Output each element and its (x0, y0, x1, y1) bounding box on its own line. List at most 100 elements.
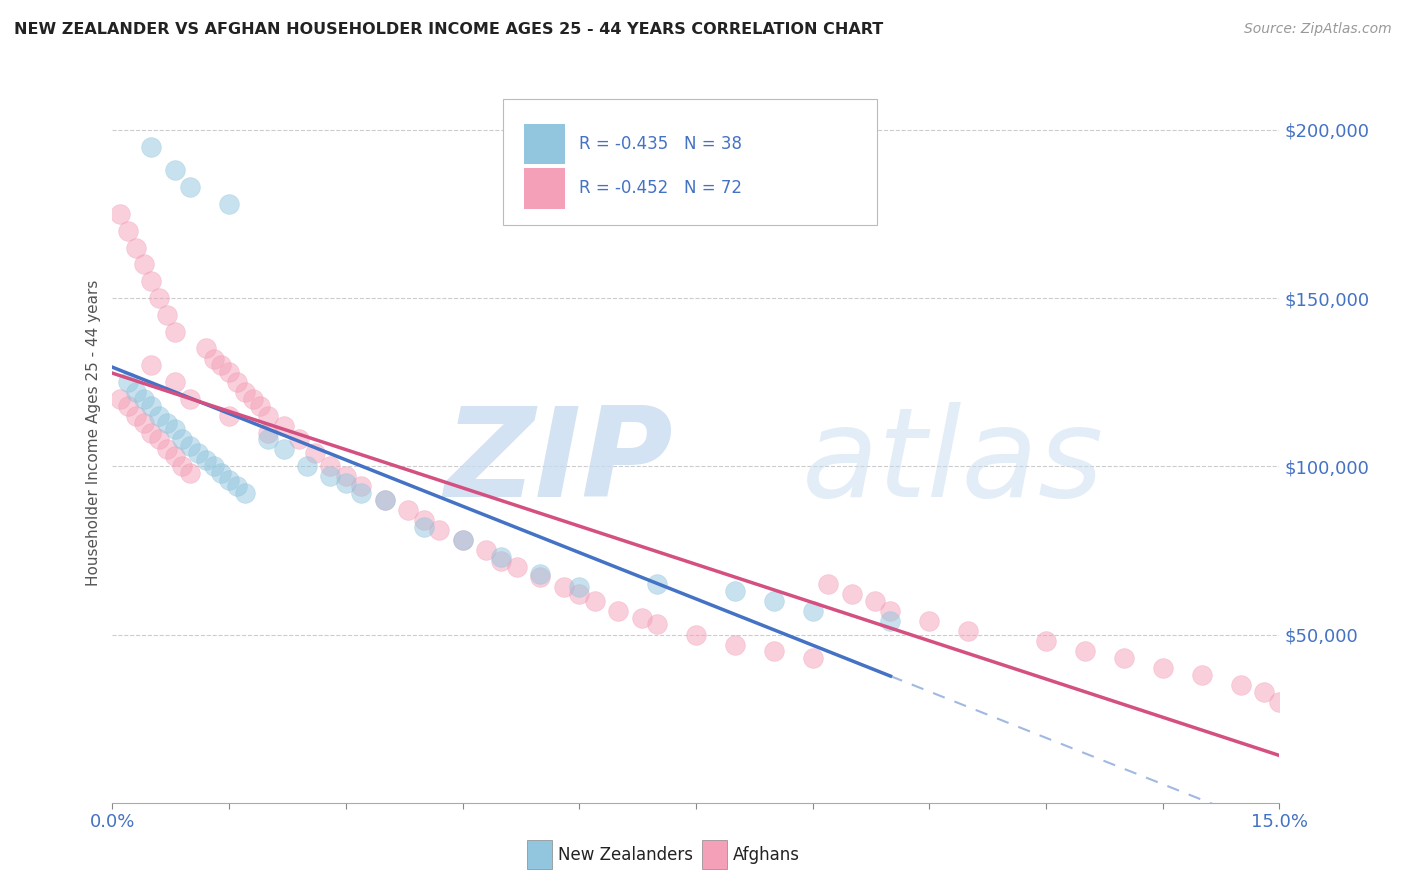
Point (412, 520, 434, 534)
Point (374, 492, 396, 507)
Point (249, 399, 271, 413)
Point (156, 416, 179, 430)
Point (125, 240, 148, 255)
Point (141, 274, 163, 288)
Point (125, 409, 148, 423)
Point (117, 399, 139, 413)
Point (148, 409, 170, 423)
Point (132, 416, 155, 430)
Text: ZIP: ZIP (444, 401, 672, 523)
Point (879, 614, 901, 628)
Point (335, 469, 357, 483)
Point (194, 452, 217, 467)
Point (374, 492, 396, 507)
Point (110, 392, 132, 406)
Point (1112, 651, 1135, 665)
Point (179, 466, 201, 480)
Point (179, 439, 201, 453)
Point (163, 163, 186, 178)
Point (288, 433, 311, 447)
Point (141, 139, 163, 153)
Text: NEW ZEALANDER VS AFGHAN HOUSEHOLDER INCOME AGES 25 - 44 YEARS CORRELATION CHART: NEW ZEALANDER VS AFGHAN HOUSEHOLDER INCO… (14, 22, 883, 37)
Point (762, 644, 785, 658)
Point (475, 543, 498, 558)
Point (335, 476, 357, 491)
Point (506, 560, 529, 574)
Point (194, 342, 217, 356)
Point (451, 533, 474, 548)
Point (257, 433, 280, 447)
Bar (524, 168, 565, 209)
Bar (527, 840, 553, 870)
Point (233, 486, 256, 500)
Point (607, 604, 630, 618)
Text: atlas: atlas (801, 401, 1104, 523)
Point (117, 375, 139, 389)
Point (233, 385, 256, 400)
Point (685, 627, 707, 641)
Text: Afghans: Afghans (734, 846, 800, 863)
Point (163, 375, 186, 389)
Point (319, 469, 342, 483)
Text: R = -0.452   N = 72: R = -0.452 N = 72 (579, 179, 742, 197)
Point (1253, 685, 1275, 699)
Point (350, 479, 373, 493)
Point (957, 624, 980, 639)
Point (630, 610, 652, 624)
Bar (524, 123, 565, 164)
Point (257, 425, 280, 440)
Bar (702, 840, 727, 870)
Point (427, 523, 450, 537)
Point (202, 459, 225, 474)
Point (1268, 695, 1291, 709)
Point (132, 392, 155, 406)
Point (879, 604, 901, 618)
Point (209, 466, 232, 480)
Point (187, 446, 209, 460)
Point (645, 577, 668, 591)
Point (226, 479, 249, 493)
Point (350, 486, 373, 500)
Text: Source: ZipAtlas.com: Source: ZipAtlas.com (1244, 22, 1392, 37)
Point (141, 425, 163, 440)
Point (148, 291, 170, 305)
Point (553, 581, 575, 595)
Point (451, 533, 474, 548)
Point (1035, 634, 1057, 648)
Point (156, 442, 179, 457)
Point (724, 583, 747, 598)
Point (110, 207, 132, 221)
Point (583, 594, 606, 608)
Point (319, 459, 342, 474)
Point (412, 513, 434, 527)
Point (273, 442, 295, 457)
Y-axis label: Householder Income Ages 25 - 44 years: Householder Income Ages 25 - 44 years (86, 279, 101, 586)
Point (841, 587, 863, 601)
Point (148, 433, 170, 447)
Point (1229, 678, 1251, 692)
Point (179, 180, 201, 194)
Point (141, 399, 163, 413)
Point (801, 651, 824, 665)
Text: R = -0.435   N = 38: R = -0.435 N = 38 (579, 135, 742, 153)
Point (1074, 644, 1097, 658)
Point (863, 594, 886, 608)
Point (1191, 668, 1213, 682)
Point (568, 587, 591, 601)
Point (132, 257, 155, 271)
Point (156, 308, 179, 322)
Point (209, 359, 232, 373)
Point (817, 577, 839, 591)
Point (724, 638, 747, 652)
Point (529, 566, 551, 581)
Point (125, 385, 148, 400)
Point (141, 359, 163, 373)
Point (801, 604, 824, 618)
Point (529, 570, 551, 584)
Point (172, 433, 194, 447)
Point (242, 392, 264, 406)
Point (218, 365, 240, 379)
Text: New Zealanders: New Zealanders (558, 846, 693, 863)
Point (295, 459, 318, 474)
Point (172, 459, 194, 474)
